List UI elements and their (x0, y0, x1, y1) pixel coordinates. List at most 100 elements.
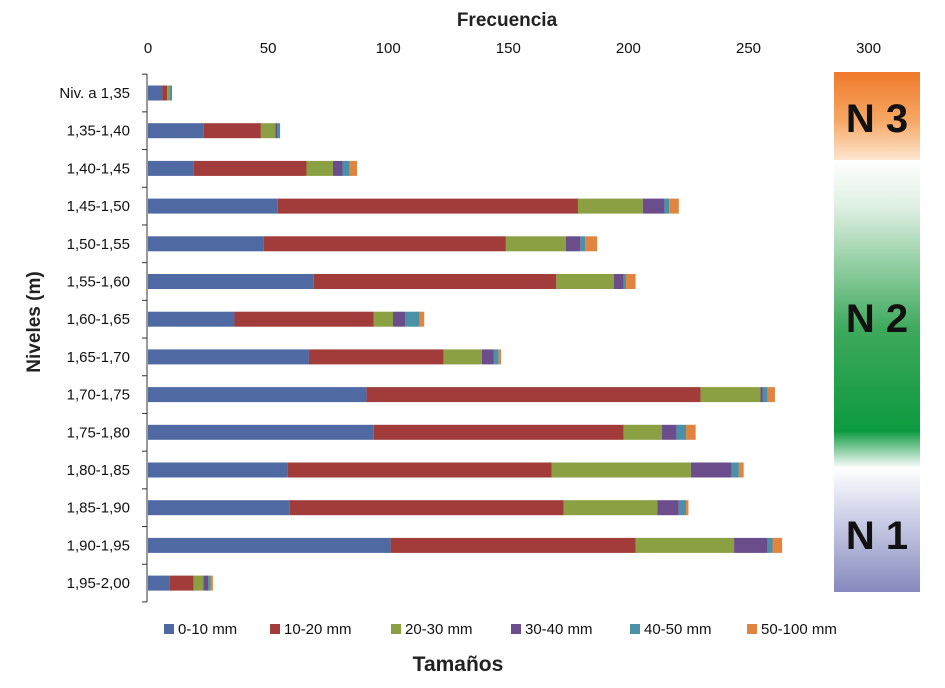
bar-segment (493, 349, 499, 365)
x-tick-label: 250 (736, 40, 761, 57)
bar-segment (565, 236, 581, 252)
bar-segment (208, 575, 211, 591)
x-tick-label: 0 (144, 40, 152, 57)
bar-segment (289, 500, 564, 516)
bar-segment (148, 424, 374, 440)
y-axis-title: Niveles (m) (24, 271, 45, 372)
bar-segment (148, 349, 309, 365)
legend: 0-10 mm 10-20 mm 20-30 mm 30-40 mm 40-50 mm 5… (164, 621, 837, 638)
bar-segment (332, 160, 343, 176)
zone-n3-label: N 3 (846, 97, 908, 141)
y-axis-ticks: Niv. a 1,35 1,35-1,40 1,40-1,45 1,45-1,50 1,… (59, 73, 147, 603)
bar-segment (390, 537, 636, 553)
category-label: 1,60-1,65 (67, 311, 130, 328)
bar-segment (313, 274, 557, 289)
bar-segment (505, 236, 566, 252)
bar-segment (193, 160, 307, 176)
bar-segment (263, 236, 506, 252)
legend-label: 40-50 mm (644, 621, 712, 638)
bar-segment (657, 500, 679, 516)
category-label: 1,45-1,50 (67, 198, 130, 215)
zone-n2-band (834, 160, 920, 468)
bar-segment (760, 387, 763, 403)
bar-segment (234, 311, 374, 327)
zone-panel: N 3 N 2 N 1 (834, 72, 920, 592)
bar-segment (260, 123, 276, 139)
bar-segment (635, 537, 735, 553)
bar-segment (551, 462, 691, 478)
zone-n2-label: N 2 (846, 297, 908, 341)
bar-segment (148, 537, 391, 553)
bar-segment (563, 500, 658, 516)
zone-n1-label: N 1 (846, 514, 908, 558)
category-label: 1,35-1,40 (67, 123, 130, 140)
zone-n1-band (834, 468, 920, 592)
legend-swatch (747, 624, 757, 634)
category-label: 1,55-1,60 (67, 274, 130, 291)
x-tick-label: 50 (260, 40, 277, 57)
legend-title: Tamaños (413, 653, 504, 676)
category-label: 1,85-1,90 (67, 500, 130, 517)
bar-segment (585, 236, 598, 252)
category-label: Niv. a 1,35 (59, 85, 130, 102)
bar-segment (443, 349, 482, 365)
legend-label: 50-100 mm (761, 621, 837, 638)
bar-segment (342, 160, 350, 176)
bar-segment (686, 424, 696, 440)
bar-segment (148, 85, 163, 101)
bar-segment (690, 462, 732, 478)
bar-segment (772, 537, 783, 553)
bar-segment (556, 274, 614, 289)
bar-segment (686, 500, 689, 516)
bar-segment (169, 575, 194, 591)
bars (148, 85, 783, 591)
bar-segment (738, 462, 744, 478)
category-label: 1,80-1,85 (67, 462, 130, 479)
bar-segment (167, 85, 170, 101)
bar-segment (349, 160, 357, 176)
legend-swatch (630, 624, 640, 634)
bar-segment (767, 537, 773, 553)
category-label: 1,75-1,80 (67, 424, 130, 441)
bar-segment (642, 198, 665, 214)
bar-segment (623, 424, 663, 440)
category-label: 1,95-2,00 (67, 575, 130, 592)
legend-label: 20-30 mm (405, 621, 473, 638)
bar-segment (277, 198, 578, 214)
bar-segment (373, 311, 394, 327)
bar-segment (498, 349, 502, 365)
x-axis-title: Frecuencia (457, 10, 558, 31)
bar-segment (613, 274, 624, 289)
bar-segment (308, 349, 444, 365)
bar-segment (148, 500, 290, 516)
bar-segment (669, 198, 679, 214)
legend-swatch (391, 624, 401, 634)
x-tick-label: 300 (856, 40, 881, 57)
category-label: 1,50-1,55 (67, 236, 130, 253)
bar-segment (625, 274, 636, 289)
bar-segment (662, 424, 677, 440)
bar-segment (419, 311, 425, 327)
zone-n3-band (834, 72, 920, 160)
bar-segment (405, 311, 420, 327)
bar-segment (734, 537, 768, 553)
legend-label: 10-20 mm (284, 621, 352, 638)
bar-segment (193, 575, 204, 591)
bar-segment (580, 236, 586, 252)
legend-swatch (270, 624, 280, 634)
legend-label: 30-40 mm (525, 621, 593, 638)
bar-segment (148, 198, 278, 214)
bar-segment (148, 311, 235, 327)
bar-segment (731, 462, 739, 478)
bar-segment (678, 500, 687, 516)
bar-segment (393, 311, 406, 327)
bar-segment (148, 387, 367, 403)
bar-segment (700, 387, 761, 403)
bar-segment (275, 123, 278, 139)
x-tick-label: 150 (496, 40, 521, 57)
bar-segment (577, 198, 643, 214)
bar-segment (210, 575, 213, 591)
bar-segment (148, 236, 264, 252)
bar-segment (277, 123, 281, 139)
